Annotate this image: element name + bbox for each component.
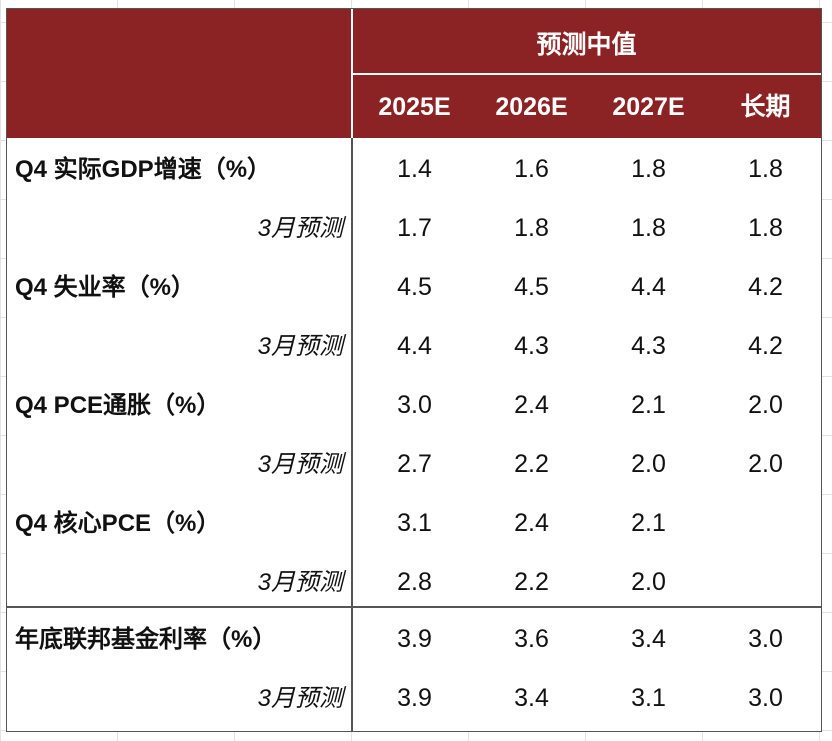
table-cell: 1.6 — [514, 155, 549, 183]
table-cell: 3.4 — [514, 684, 549, 712]
row-label: Q4 实际GDP增速（%） — [15, 156, 272, 183]
table-cell: 1.8 — [631, 214, 666, 242]
table-cell: 1.8 — [748, 155, 783, 183]
table-cell: 1.4 — [397, 155, 432, 183]
table-cell: 3.4 — [631, 625, 666, 653]
table-cell: 3.9 — [397, 684, 432, 712]
row-label: 年底联邦基金利率（%） — [15, 626, 277, 653]
table-cell — [707, 553, 824, 612]
table-row: Q4 PCE通胀（%） 3.0 2.4 2.1 2.0 — [7, 376, 821, 435]
table-cell: 2.2 — [514, 568, 549, 596]
table-cell: 1.8 — [748, 214, 783, 242]
row-label: Q4 PCE通胀（%） — [15, 392, 221, 419]
table-header: 预测中值 2025E 2026E 2027E 长期 — [7, 9, 821, 138]
group-title: 预测中值 — [536, 31, 637, 59]
table-cell: 3.9 — [397, 625, 432, 653]
row-sublabel: 3月预测 — [257, 215, 343, 242]
table-cell: 1.8 — [514, 214, 549, 242]
table-cell: 4.4 — [631, 273, 666, 301]
table-cell: 2.2 — [514, 450, 549, 478]
table-cell — [707, 494, 824, 553]
row-sublabel: 3月预测 — [257, 569, 343, 596]
table-cell: 4.2 — [748, 273, 783, 301]
table-row: 3月预测 2.8 2.2 2.0 — [7, 553, 821, 612]
section-separator — [7, 606, 821, 608]
column-header-long-run: 长期 — [740, 93, 791, 121]
table-row: Q4 失业率（%） 4.5 4.5 4.4 4.2 — [7, 258, 821, 317]
table-cell: 4.4 — [397, 332, 432, 360]
table-cell: 2.1 — [631, 391, 666, 419]
row-label: Q4 失业率（%） — [15, 274, 196, 301]
row-sublabel: 3月预测 — [257, 333, 343, 360]
table-cell: 3.0 — [748, 625, 783, 653]
table-cell: 3.6 — [514, 625, 549, 653]
table-cell: 2.4 — [514, 391, 549, 419]
table-row: 3月预测 3.9 3.4 3.1 3.0 — [7, 669, 821, 728]
header-subdivider — [352, 73, 821, 75]
table-cell: 3.0 — [397, 391, 432, 419]
table-cell: 4.2 — [748, 332, 783, 360]
table-row: 年底联邦基金利率（%） 3.9 3.6 3.4 3.0 — [7, 610, 821, 669]
header-divider — [351, 9, 353, 138]
table-cell: 1.8 — [631, 155, 666, 183]
table-cell: 3.0 — [748, 684, 783, 712]
column-header-2025e: 2025E — [378, 93, 451, 121]
table-cell: 4.3 — [514, 332, 549, 360]
column-header-2026e: 2026E — [495, 93, 568, 121]
table-cell: 2.0 — [748, 391, 783, 419]
body-divider — [351, 138, 353, 731]
table-row: 3月预测 4.4 4.3 4.3 4.2 — [7, 317, 821, 376]
table-cell: 3.1 — [397, 509, 432, 537]
table-row: 3月预测 1.7 1.8 1.8 1.8 — [7, 199, 821, 258]
table-cell: 2.1 — [631, 509, 666, 537]
table-cell: 2.8 — [397, 568, 432, 596]
table-cell: 2.7 — [397, 450, 432, 478]
table-cell: 4.5 — [397, 273, 432, 301]
table-cell: 1.7 — [397, 214, 432, 242]
table-cell: 2.4 — [514, 509, 549, 537]
row-label: Q4 核心PCE（%） — [15, 510, 221, 537]
table-row: Q4 核心PCE（%） 3.1 2.4 2.1 — [7, 494, 821, 553]
table-cell: 3.1 — [631, 684, 666, 712]
column-header-2027e: 2027E — [612, 93, 685, 121]
forecast-table: 预测中值 2025E 2026E 2027E 长期 Q4 实际GDP增速（%） 1… — [6, 8, 822, 732]
table-row: 3月预测 2.7 2.2 2.0 2.0 — [7, 435, 821, 494]
table-cell: 4.3 — [631, 332, 666, 360]
table-cell: 2.0 — [631, 450, 666, 478]
table-row: Q4 实际GDP增速（%） 1.4 1.6 1.8 1.8 — [7, 140, 821, 199]
table-cell: 4.5 — [514, 273, 549, 301]
row-sublabel: 3月预测 — [257, 685, 343, 712]
table-cell: 2.0 — [748, 450, 783, 478]
row-sublabel: 3月预测 — [257, 451, 343, 478]
table-cell: 2.0 — [631, 568, 666, 596]
